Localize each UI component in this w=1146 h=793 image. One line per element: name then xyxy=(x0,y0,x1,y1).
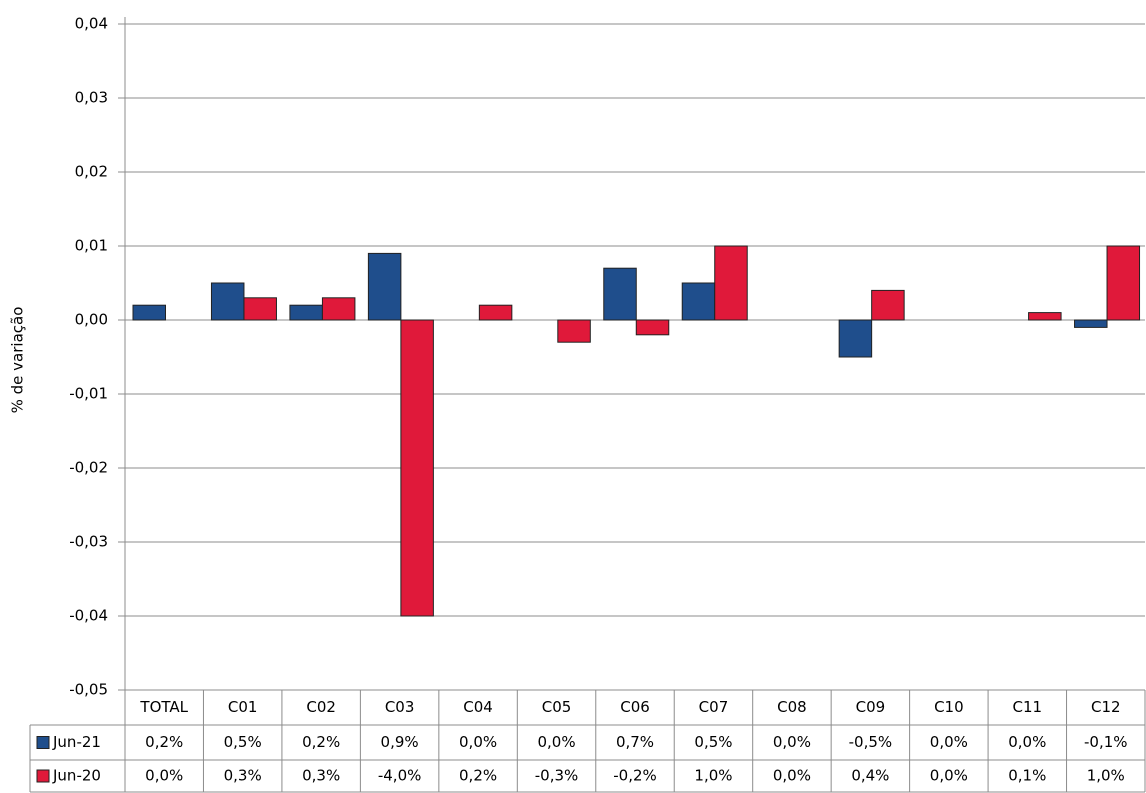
legend-label: Jun-21 xyxy=(52,733,101,751)
bar xyxy=(681,282,716,321)
data-label: 0,0% xyxy=(145,767,183,785)
y-tick-label: 0,03 xyxy=(75,89,108,107)
data-label: 0,2% xyxy=(145,733,183,751)
data-label: -0,3% xyxy=(535,767,579,785)
x-tick-label: C07 xyxy=(699,698,729,716)
bar xyxy=(321,297,356,321)
bar xyxy=(132,304,166,321)
y-tick-label: 0,00 xyxy=(75,311,108,329)
bar xyxy=(871,289,905,321)
data-label: 0,0% xyxy=(459,733,497,751)
y-tick-label: -0,05 xyxy=(69,681,108,699)
y-tick-label: -0,04 xyxy=(69,607,108,625)
data-label: -0,2% xyxy=(613,767,657,785)
x-tick-label: C11 xyxy=(1013,698,1043,716)
data-label: 0,0% xyxy=(1008,733,1046,751)
y-tick-label: 0,04 xyxy=(75,15,108,33)
y-tick-label: 0,02 xyxy=(75,163,108,181)
bar xyxy=(714,245,748,321)
x-tick-label: C08 xyxy=(777,698,807,716)
legend-label: Jun-20 xyxy=(52,767,101,785)
data-label: 0,2% xyxy=(459,767,497,785)
y-tick-label: -0,02 xyxy=(69,459,108,477)
data-label: 0,7% xyxy=(616,733,654,751)
x-tick-label: C03 xyxy=(385,698,415,716)
bar xyxy=(635,319,670,336)
bar xyxy=(289,304,323,321)
x-tick-label: C05 xyxy=(542,698,572,716)
x-tick-label: C01 xyxy=(228,698,258,716)
x-tick-label: C12 xyxy=(1091,698,1121,716)
x-tick-label: C10 xyxy=(934,698,964,716)
bar xyxy=(367,252,402,321)
bar xyxy=(478,304,513,321)
bar xyxy=(1074,319,1108,328)
data-label: 0,0% xyxy=(537,733,575,751)
data-label: 0,0% xyxy=(930,733,968,751)
data-label: 0,1% xyxy=(1008,767,1046,785)
data-label: 0,5% xyxy=(224,733,262,751)
data-label: 0,3% xyxy=(224,767,262,785)
bar xyxy=(243,297,277,321)
y-tick-label: -0,01 xyxy=(69,385,108,403)
x-tick-label: C09 xyxy=(856,698,886,716)
data-label: 0,9% xyxy=(381,733,419,751)
bar xyxy=(1106,245,1141,321)
data-label: -0,1% xyxy=(1084,733,1128,751)
legend-swatch xyxy=(36,769,50,783)
bar xyxy=(603,267,637,321)
data-label: 0,3% xyxy=(302,767,340,785)
data-label: 0,0% xyxy=(930,767,968,785)
bar xyxy=(1028,312,1062,321)
data-label: -4,0% xyxy=(378,767,422,785)
data-label: 1,0% xyxy=(694,767,732,785)
data-label: 0,0% xyxy=(773,767,811,785)
y-axis-label: % de variação xyxy=(9,307,27,414)
data-label: -0,5% xyxy=(849,733,893,751)
bar xyxy=(210,282,245,321)
data-label: 0,2% xyxy=(302,733,340,751)
x-tick-label: C02 xyxy=(306,698,336,716)
bar xyxy=(400,319,434,617)
data-label: 0,4% xyxy=(851,767,889,785)
y-tick-label: -0,03 xyxy=(69,533,108,551)
data-label: 1,0% xyxy=(1087,767,1125,785)
x-tick-label: TOTAL xyxy=(139,698,188,716)
data-label: 0,5% xyxy=(694,733,732,751)
x-tick-label: C04 xyxy=(463,698,493,716)
legend-swatch xyxy=(36,736,50,749)
data-label: 0,0% xyxy=(773,733,811,751)
bar xyxy=(557,319,591,343)
y-tick-label: 0,01 xyxy=(75,237,108,255)
x-tick-label: C06 xyxy=(620,698,650,716)
bar xyxy=(838,319,873,358)
